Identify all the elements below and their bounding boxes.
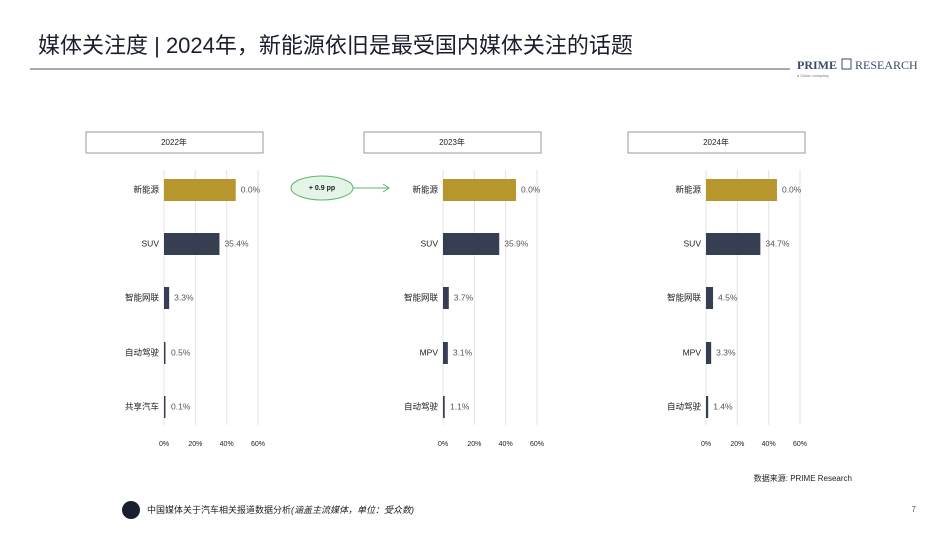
value-label: 3.7% bbox=[454, 292, 474, 302]
x-tick-label: 40% bbox=[220, 441, 234, 448]
value-label: 0.0% bbox=[521, 184, 541, 194]
category-label: 新能源 bbox=[412, 184, 438, 194]
logo-icon bbox=[841, 58, 852, 70]
page-number: 7 bbox=[912, 505, 917, 514]
category-label: 智能网联 bbox=[404, 292, 439, 302]
footnote: 中国媒体关于汽车相关报道数据分析(涵盖主流媒体，单位：受众数) bbox=[147, 504, 414, 515]
bar bbox=[443, 287, 449, 309]
value-label: 3.1% bbox=[453, 347, 473, 357]
bar bbox=[443, 179, 517, 201]
category-label: 自动驾驶 bbox=[404, 401, 439, 411]
bar bbox=[164, 396, 166, 418]
x-tick-label: 20% bbox=[467, 441, 481, 448]
x-tick-label: 0% bbox=[438, 441, 448, 448]
value-label: 35.4% bbox=[224, 238, 249, 248]
footnote-note: (涵盖主流媒体，单位：受众数) bbox=[291, 505, 414, 515]
x-tick-label: 0% bbox=[159, 441, 169, 448]
category-label: 自动驾驶 bbox=[667, 401, 702, 411]
x-tick-label: 20% bbox=[188, 441, 202, 448]
category-label: SUV bbox=[142, 238, 160, 248]
value-label: 0.5% bbox=[171, 347, 191, 357]
category-label: 自动驾驶 bbox=[125, 347, 160, 357]
category-label: 智能网联 bbox=[125, 292, 160, 302]
x-tick-label: 40% bbox=[499, 441, 513, 448]
panel-title: 2022年 bbox=[161, 137, 187, 147]
logo-sub: a Cision company bbox=[797, 73, 829, 78]
value-label: 0.1% bbox=[171, 401, 191, 411]
slide-title: 媒体关注度 | 2024年，新能源依旧是最受国内媒体关注的话题 bbox=[38, 33, 633, 58]
category-label: MPV bbox=[420, 347, 439, 357]
value-label: 4.5% bbox=[718, 292, 738, 302]
bar bbox=[706, 287, 714, 309]
source: 数据来源: PRIME Research bbox=[754, 473, 852, 483]
bar bbox=[706, 342, 712, 364]
value-label: 1.1% bbox=[450, 401, 470, 411]
footnote-icon bbox=[122, 501, 140, 519]
panel-title: 2024年 bbox=[703, 137, 729, 147]
x-tick-label: 60% bbox=[793, 441, 807, 448]
panel-header bbox=[363, 131, 542, 154]
value-label: 3.3% bbox=[174, 292, 194, 302]
x-tick-label: 60% bbox=[251, 441, 265, 448]
category-label: SUV bbox=[684, 238, 702, 248]
x-tick-label: 0% bbox=[701, 441, 711, 448]
panel-header bbox=[627, 131, 806, 154]
bar bbox=[443, 342, 448, 364]
bar bbox=[706, 233, 761, 255]
category-label: 智能网联 bbox=[667, 292, 702, 302]
logo-main: PRIME bbox=[797, 58, 837, 72]
category-label: SUV bbox=[421, 238, 439, 248]
value-label: 0.0% bbox=[782, 184, 802, 194]
bar bbox=[164, 179, 236, 201]
logo-side: RESEARCH bbox=[855, 58, 918, 72]
value-label: 3.3% bbox=[716, 347, 736, 357]
value-label: 35.9% bbox=[504, 238, 529, 248]
category-label: 新能源 bbox=[133, 184, 159, 194]
change-annotation: + 0.9 pp bbox=[309, 185, 335, 192]
bar bbox=[706, 179, 777, 201]
bar bbox=[706, 396, 709, 418]
bar bbox=[164, 287, 170, 309]
footnote-text: 中国媒体关于汽车相关报道数据分析 bbox=[147, 504, 291, 515]
x-tick-label: 40% bbox=[762, 441, 776, 448]
category-label: 新能源 bbox=[675, 184, 701, 194]
panel-header bbox=[85, 131, 264, 154]
x-tick-label: 60% bbox=[530, 441, 544, 448]
arrow-head bbox=[382, 183, 390, 193]
bar bbox=[443, 396, 445, 418]
bar bbox=[164, 233, 220, 255]
bar bbox=[443, 233, 500, 255]
x-tick-label: 20% bbox=[730, 441, 744, 448]
value-label: 0.0% bbox=[241, 184, 261, 194]
panel-title: 2023年 bbox=[439, 137, 465, 147]
category-label: 共享汽车 bbox=[125, 401, 159, 411]
category-label: MPV bbox=[683, 347, 702, 357]
value-label: 1.4% bbox=[713, 401, 733, 411]
value-label: 34.7% bbox=[765, 238, 790, 248]
bar bbox=[164, 342, 166, 364]
